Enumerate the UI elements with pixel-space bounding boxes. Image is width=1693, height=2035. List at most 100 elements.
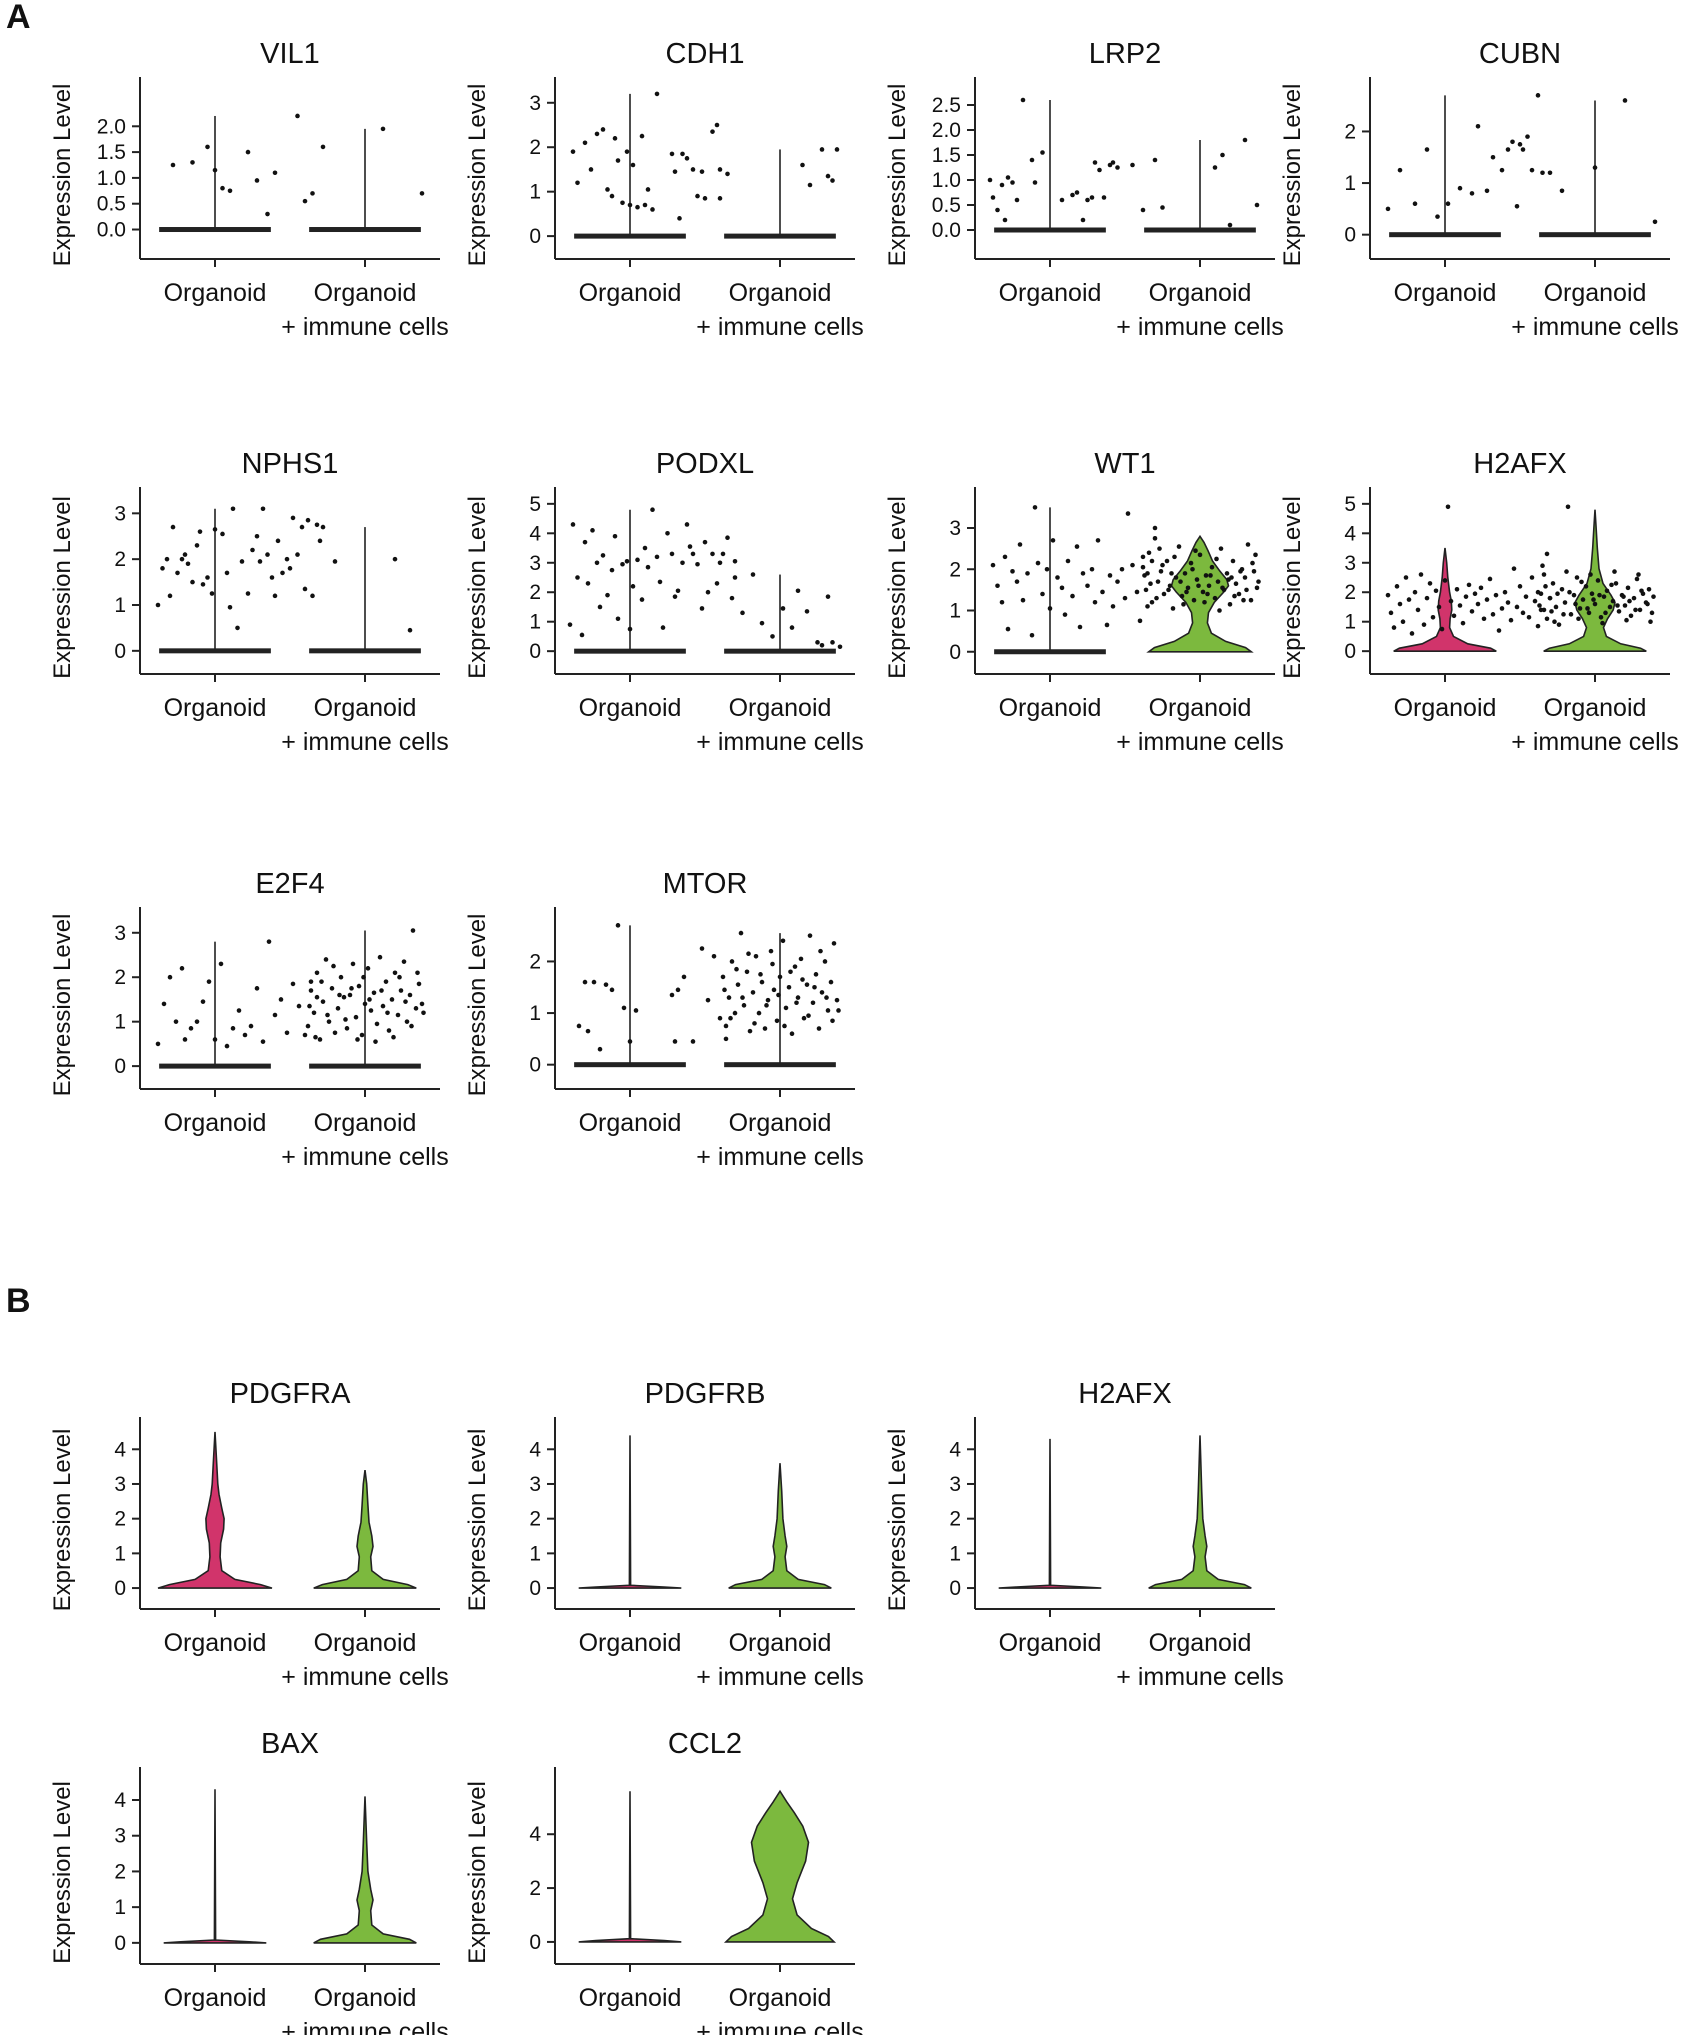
zero-band: [159, 648, 271, 654]
data-point: [1454, 586, 1460, 592]
data-point: [1080, 571, 1086, 576]
data-point: [609, 987, 615, 993]
data-point: [995, 583, 1000, 589]
data-point: [1137, 618, 1143, 624]
y-tick-label: 1: [1344, 611, 1356, 634]
data-point: [1233, 581, 1239, 586]
data-point: [1245, 542, 1251, 547]
data-point: [753, 953, 759, 959]
data-point: [728, 1015, 733, 1021]
data-point: [1002, 554, 1008, 560]
y-axis-label: Expression Level: [884, 84, 911, 267]
chart-b-bax: BAX Expression Level 0 1 2 3 4 Organoid Organoid…: [49, 1728, 449, 2035]
x-tick-label: Organoid: [314, 279, 417, 307]
data-point: [1055, 575, 1060, 580]
y-tick-label: 1: [529, 1542, 541, 1565]
data-point: [419, 1001, 425, 1007]
data-point: [230, 1026, 236, 1031]
y-tick-label: 3: [949, 517, 961, 540]
data-point: [1577, 606, 1583, 611]
data-point: [776, 992, 781, 998]
zero-band: [724, 233, 836, 239]
y-tick-label: 0: [1344, 640, 1356, 663]
data-point: [1490, 612, 1496, 617]
data-point: [272, 1012, 278, 1018]
zero-band: [309, 648, 421, 654]
data-point: [834, 147, 840, 152]
data-point: [383, 979, 389, 984]
x-tick-label: + immune cells: [281, 1663, 448, 1691]
data-point: [594, 131, 600, 137]
data-point: [717, 196, 723, 201]
y-tick-label: 3: [114, 1473, 126, 1496]
data-point: [752, 1021, 757, 1026]
y-tick-label: 4: [949, 1438, 961, 1461]
data-point: [738, 930, 744, 936]
x-tick-label: Organoid: [579, 1984, 682, 2012]
y-tick-label: 2: [529, 1508, 541, 1531]
data-point: [386, 1028, 392, 1033]
data-point: [380, 126, 386, 132]
data-point: [260, 506, 266, 512]
chart-a-cubn: CUBN Expression Level 0 1 2 Organoid Organoid +…: [1279, 38, 1679, 341]
chart-a-podxl: PODXL Expression Level 0 1 2 3 4 5 Organoid Organ…: [464, 448, 864, 756]
data-point: [1403, 575, 1409, 580]
data-point: [1526, 614, 1532, 620]
data-point: [605, 187, 610, 192]
data-point: [1092, 599, 1098, 605]
data-point: [329, 986, 335, 991]
data-point: [720, 551, 726, 557]
data-point: [218, 961, 224, 967]
data-point: [1130, 162, 1135, 168]
data-point: [771, 987, 777, 993]
data-point: [1540, 563, 1545, 569]
y-tick-label: 1.5: [97, 141, 126, 164]
data-point: [729, 959, 735, 964]
data-point: [1532, 598, 1538, 604]
data-point: [349, 986, 354, 991]
data-point: [373, 1039, 378, 1044]
data-point: [1436, 604, 1442, 610]
data-point: [257, 559, 263, 564]
data-point: [1576, 616, 1581, 622]
data-point: [1100, 589, 1105, 595]
data-point: [1601, 594, 1607, 599]
y-tick-label: 0: [529, 1931, 541, 1954]
data-point: [732, 558, 738, 564]
data-point: [1070, 192, 1075, 198]
y-tick-label: 2: [114, 966, 126, 989]
data-point: [392, 556, 398, 562]
data-point: [224, 570, 230, 576]
data-point: [1254, 585, 1260, 591]
zero-band: [1389, 232, 1501, 238]
data-point: [818, 948, 823, 954]
x-tick-label: Organoid: [164, 1984, 267, 2012]
data-point: [275, 538, 281, 544]
data-point: [675, 987, 681, 993]
data-point: [1550, 581, 1556, 586]
data-point: [1032, 505, 1038, 510]
x-tick-label: Organoid: [164, 1629, 267, 1657]
data-point: [1110, 604, 1116, 609]
data-point: [1559, 586, 1565, 592]
y-tick-label: 0: [949, 1577, 961, 1600]
data-point: [1427, 581, 1433, 586]
data-point: [1457, 603, 1463, 608]
data-point: [1568, 612, 1574, 617]
data-point: [1598, 614, 1604, 620]
x-tick-label: Organoid: [1394, 279, 1497, 307]
data-point: [320, 999, 326, 1004]
data-point: [343, 1017, 348, 1022]
data-point: [684, 522, 690, 527]
data-point: [759, 620, 765, 626]
data-point: [579, 632, 585, 638]
data-point: [824, 995, 829, 1000]
data-point: [320, 524, 326, 530]
data-point: [235, 625, 240, 631]
data-point: [194, 1019, 200, 1024]
y-tick-label: 4: [529, 1823, 541, 1846]
data-point: [1442, 578, 1448, 583]
data-point: [1583, 584, 1589, 589]
data-point: [1010, 180, 1015, 185]
data-point: [290, 515, 296, 521]
